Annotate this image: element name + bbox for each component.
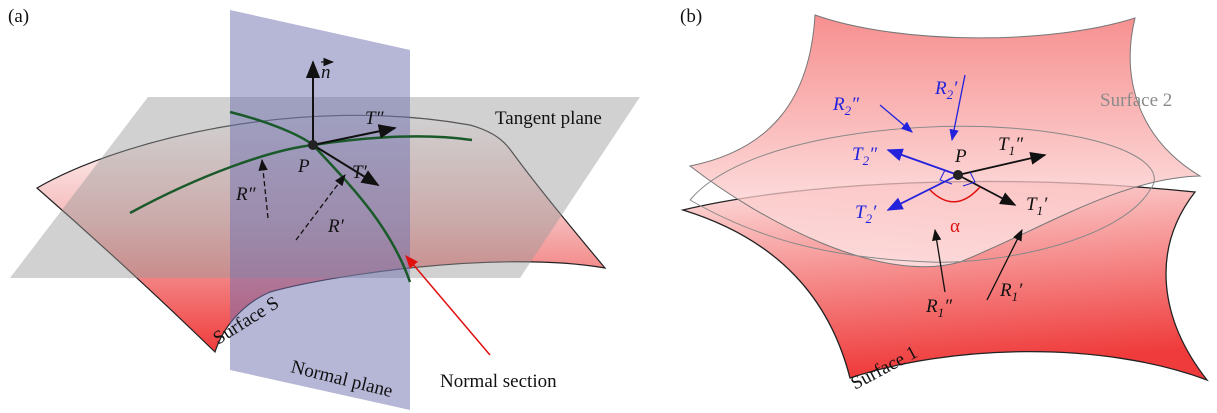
label-r2-single: R2′ <box>934 78 958 102</box>
label-b: (b) <box>680 6 702 27</box>
label-p: P <box>954 146 967 167</box>
normal-plane <box>230 10 410 410</box>
label-t-single: T′ <box>352 162 368 183</box>
label-part: ″ <box>1015 134 1024 155</box>
label-r-double: R″ <box>235 184 257 205</box>
label-part: R <box>832 94 845 115</box>
label-n: n <box>321 62 331 83</box>
label-a: (a) <box>8 6 29 27</box>
label-alpha: α <box>950 216 960 237</box>
panel-b: (b) Surface 2 Surface 1 P α R2″ R2′ T2″ … <box>680 6 1207 394</box>
label-normal-section: Normal section <box>440 371 557 392</box>
label-part: ″ <box>869 144 878 165</box>
panel-a: (a) n T″ Tangent plane P T′ R″ R′ Surfac… <box>8 6 640 410</box>
label-surface-2: Surface 2 <box>1100 90 1172 111</box>
label-part: R <box>999 280 1012 301</box>
label-p: P <box>297 156 310 177</box>
label-part: R <box>925 296 938 317</box>
point-p <box>953 170 963 180</box>
label-t-double: T″ <box>365 108 385 129</box>
point-p <box>308 140 318 150</box>
label-part: R <box>934 78 947 99</box>
figure: (a) n T″ Tangent plane P T′ R″ R′ Surfac… <box>0 0 1217 413</box>
label-r1-single: R1′ <box>999 280 1023 304</box>
label-part: ″ <box>944 296 953 317</box>
label-part: ″ <box>851 94 860 115</box>
label-r-single: R′ <box>327 216 345 237</box>
label-tangent-plane: Tangent plane <box>495 108 602 129</box>
